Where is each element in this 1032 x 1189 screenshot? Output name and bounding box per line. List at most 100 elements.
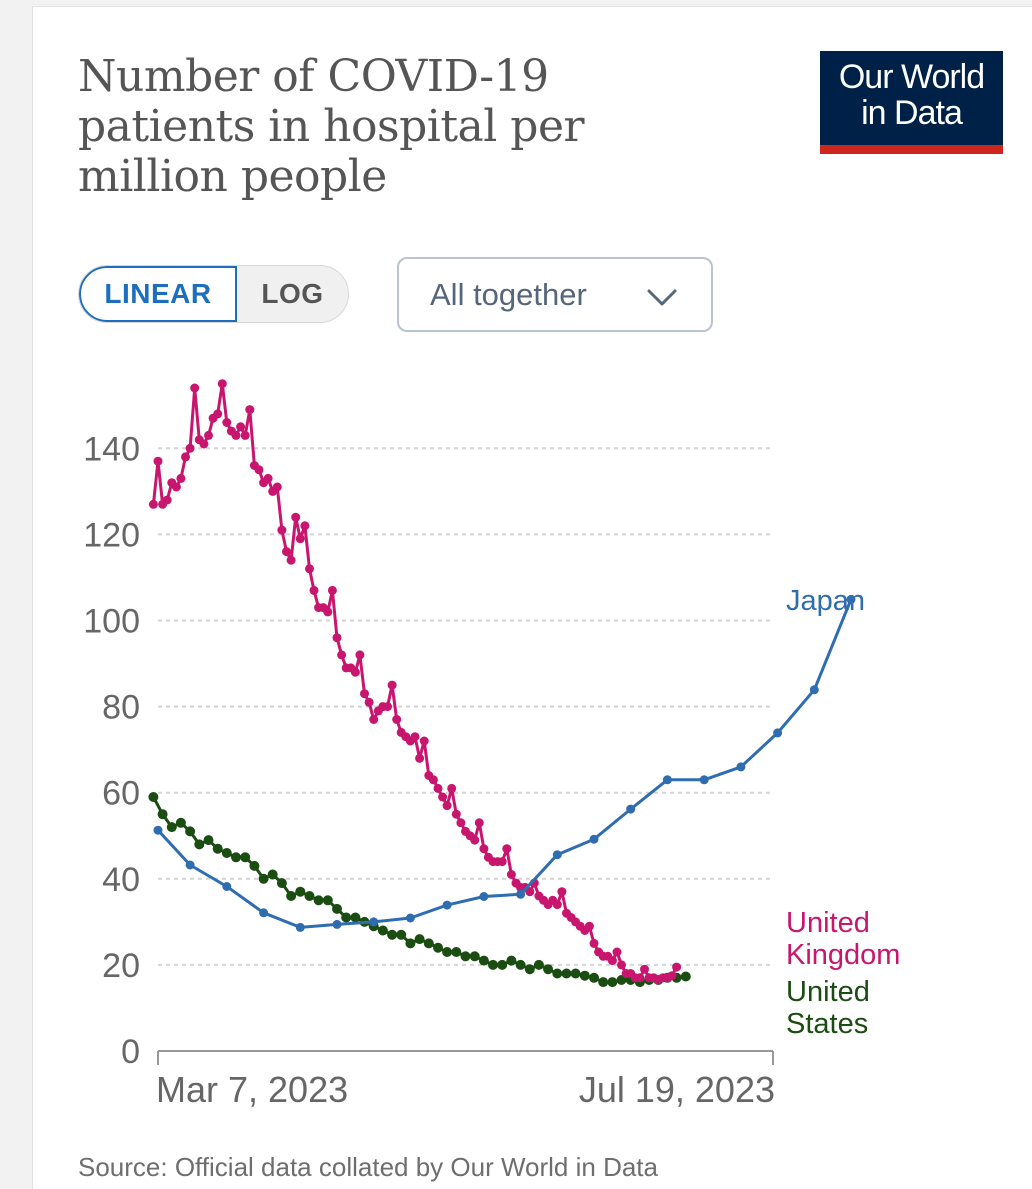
data-point [773, 728, 783, 738]
series-japan [153, 594, 856, 932]
data-point [617, 960, 626, 970]
data-point [414, 934, 425, 945]
data-point [672, 962, 682, 972]
data-point [263, 473, 273, 483]
data-point [552, 850, 562, 860]
x-tick-label: Jul 19, 2023 [579, 1069, 775, 1110]
series-label-united-states: United [786, 976, 870, 1008]
data-point [451, 809, 461, 819]
data-point [469, 951, 480, 962]
data-point [506, 870, 516, 879]
data-point [369, 715, 379, 724]
data-point [222, 882, 232, 891]
y-tick-label: 60 [102, 775, 140, 813]
data-point [295, 534, 305, 544]
data-point [470, 835, 480, 845]
data-point [332, 903, 342, 914]
data-point [377, 925, 388, 936]
data-point [447, 783, 457, 793]
data-point [291, 512, 301, 522]
data-point [309, 585, 319, 595]
gridlines [158, 447, 773, 966]
data-point [419, 736, 429, 746]
facet-select-value: All together [430, 276, 587, 312]
data-point [570, 968, 581, 979]
data-point [350, 912, 361, 923]
data-point [212, 843, 223, 854]
series-label-united-states: States [786, 1008, 868, 1040]
data-point [552, 900, 562, 910]
linear-scale-button[interactable]: LINEAR [79, 266, 237, 322]
data-point [267, 869, 278, 880]
series-united-kingdom [148, 379, 682, 985]
data-point [157, 809, 168, 820]
data-point [337, 650, 347, 660]
data-point [300, 521, 310, 531]
data-point [203, 835, 214, 846]
data-point [809, 685, 819, 695]
data-point [305, 564, 314, 574]
data-point [276, 878, 287, 889]
data-point [442, 801, 452, 811]
data-point [185, 826, 196, 837]
series-label-united-kingdom: Kingdom [786, 939, 900, 971]
data-point [313, 895, 324, 906]
data-point [524, 964, 535, 975]
data-point [323, 607, 333, 617]
y-tick-label: 40 [102, 861, 140, 899]
data-point [438, 792, 448, 802]
y-tick-label: 80 [102, 689, 140, 727]
owid-logo[interactable]: Our World in Data [820, 51, 1003, 154]
data-point [221, 848, 232, 858]
data-point [478, 955, 489, 966]
data-point [213, 409, 223, 419]
data-point [153, 825, 163, 835]
data-point [479, 892, 489, 901]
data-point [433, 942, 443, 953]
data-point [635, 973, 645, 983]
data-point [598, 977, 609, 988]
data-point [153, 456, 163, 466]
series-label-united-kingdom: United [786, 907, 870, 939]
data-point [552, 968, 563, 979]
data-point [304, 891, 315, 901]
data-point [364, 697, 374, 707]
x-tick-label: Mar 7, 2023 [156, 1069, 348, 1110]
data-point [204, 430, 213, 440]
data-point [557, 887, 567, 897]
data-point [626, 804, 636, 814]
data-point [579, 970, 590, 981]
data-point [185, 443, 195, 453]
data-point [525, 887, 535, 897]
data-point [332, 633, 342, 643]
data-point [249, 860, 260, 871]
data-point [428, 775, 438, 785]
data-point [295, 886, 306, 897]
log-scale-button[interactable]: LOG [261, 278, 324, 309]
data-point [442, 947, 453, 957]
data-point [272, 482, 282, 492]
series-lines [148, 379, 856, 988]
data-point [259, 908, 269, 918]
data-point [245, 405, 255, 415]
data-point [497, 857, 507, 867]
data-point [254, 465, 264, 475]
data-point [423, 938, 434, 949]
chart-card [32, 6, 1032, 1189]
y-tick-label: 20 [102, 947, 140, 985]
data-point [332, 919, 342, 929]
data-point [662, 775, 672, 785]
data-point [181, 452, 190, 462]
data-point [667, 971, 677, 981]
data-point [231, 852, 241, 863]
line-chart: 0 20 40 60 80 100 120 140 Mar 7, 2023 Jul 19, 20… [83, 379, 900, 1110]
data-point [589, 972, 599, 983]
data-point [176, 473, 186, 483]
data-point [327, 585, 337, 595]
data-point [415, 753, 425, 763]
data-point [607, 977, 618, 988]
data-point [277, 525, 287, 535]
data-point [410, 732, 420, 742]
facet-select[interactable]: All together [397, 257, 713, 332]
